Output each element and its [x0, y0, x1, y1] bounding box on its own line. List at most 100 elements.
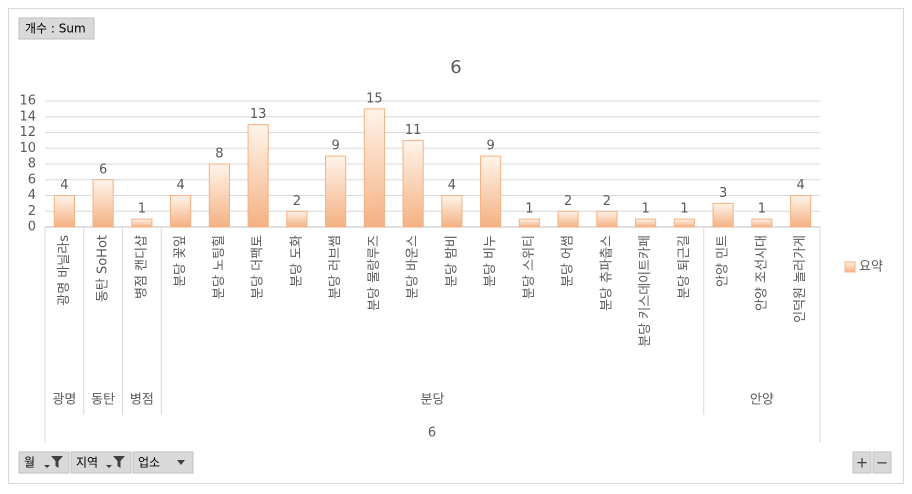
value-label: 2 — [293, 194, 301, 209]
bar — [92, 179, 114, 228]
bar — [596, 210, 618, 228]
y-tick-label: 0 — [28, 220, 36, 235]
y-tick-label: 6 — [28, 172, 36, 187]
group-label: 분당 — [421, 393, 445, 408]
button-label: 업소 — [138, 456, 160, 470]
button-label: 월 — [24, 456, 35, 470]
value-field-button[interactable]: 개수 : Sum — [18, 17, 95, 40]
button-bg — [872, 451, 892, 474]
axis-field-button[interactable]: 업소 — [132, 451, 194, 474]
group-label: 안양 — [750, 393, 774, 408]
y-tick-label: 14 — [19, 109, 36, 124]
y-tick-label: 8 — [28, 157, 36, 172]
value-label: 6 — [99, 162, 107, 177]
value-label: 1 — [680, 202, 688, 217]
button-bg — [132, 451, 194, 474]
x-tick-label: 안양 조선시대 — [754, 235, 769, 311]
value-label: 1 — [758, 202, 766, 217]
x-tick-label: 분당 꽃잎 — [173, 235, 188, 287]
bar — [635, 218, 657, 228]
value-label: 4 — [60, 178, 68, 193]
x-tick-label: 분당 더팩토 — [251, 235, 266, 299]
axis-field-button[interactable]: 월 — [18, 451, 70, 474]
bar — [53, 195, 75, 228]
x-tick-label: 분당 노팅힐 — [212, 235, 227, 299]
y-tick-label: 12 — [19, 125, 36, 140]
value-label: 2 — [603, 194, 611, 209]
value-label: 11 — [405, 123, 422, 138]
x-tick-label: 분당 키스데이트카페 — [638, 235, 653, 347]
x-tick-label: 분당 밤비 — [444, 235, 459, 287]
button-bg — [18, 17, 95, 40]
x-tick-label: 분당 퇴근길 — [677, 235, 692, 299]
value-label: 1 — [525, 202, 533, 217]
x-tick-label: 병점 캔디샵 — [134, 235, 149, 299]
y-tick-label: 4 — [28, 188, 36, 203]
button-bg — [852, 451, 872, 474]
bar — [790, 195, 812, 228]
x-tick-label: 분당 비누 — [483, 235, 498, 287]
value-label: 13 — [250, 107, 267, 122]
bar — [557, 210, 579, 228]
dropdown-icon — [177, 460, 185, 465]
x-tick-label: 분당 스위티 — [522, 235, 537, 299]
bar — [325, 155, 347, 228]
button-label: − — [876, 454, 889, 472]
y-tick-label: 10 — [19, 141, 36, 156]
bar — [518, 218, 540, 228]
chart-title: 6 — [450, 57, 461, 78]
x-tick-label: 분당 바운스 — [406, 235, 421, 299]
bar — [170, 195, 192, 228]
x-tick-label: 분당 러브썸 — [328, 235, 343, 299]
bar — [402, 139, 424, 228]
value-label: 3 — [719, 186, 727, 201]
bar — [247, 124, 269, 228]
value-label: 4 — [796, 178, 804, 193]
value-label: 15 — [366, 91, 383, 106]
value-label: 1 — [641, 202, 649, 217]
y-tick-label: 2 — [28, 204, 36, 219]
value-label: 9 — [331, 139, 339, 154]
value-label: 1 — [138, 202, 146, 217]
x-tick-label: 분당 도화 — [289, 235, 304, 287]
value-label: 2 — [564, 194, 572, 209]
x-tick-label: 분당 어썸 — [561, 235, 576, 287]
value-label: 4 — [176, 178, 184, 193]
x-tick-label: 분당 물랑루즈 — [367, 235, 382, 311]
filter-icon — [106, 456, 125, 468]
value-label: 8 — [215, 147, 223, 162]
bar — [480, 155, 502, 228]
group-label: 동탄 — [91, 393, 115, 408]
legend-swatch — [844, 261, 856, 273]
x-tick-label: 동탄 SoHot — [96, 235, 111, 302]
y-tick-label: 16 — [19, 94, 36, 109]
x-tick-label: 분당 츄파춥스 — [599, 235, 614, 311]
bar — [712, 202, 734, 228]
bar — [131, 218, 153, 228]
bar — [673, 218, 695, 228]
axis-field-button[interactable]: 지역 — [70, 451, 132, 474]
group-label: 병점 — [130, 393, 154, 408]
x-axis-title: 6 — [428, 426, 436, 441]
bar — [286, 210, 308, 228]
value-label: 9 — [486, 139, 494, 154]
chart-border — [8, 8, 904, 484]
legend-label: 요약 — [859, 260, 883, 275]
bar — [363, 108, 385, 228]
x-tick-label: 광명 바닐라s — [57, 235, 72, 306]
bar — [751, 218, 773, 228]
filter-icon — [44, 456, 63, 468]
x-tick-label: 안양 민트 — [716, 235, 731, 287]
group-label: 광명 — [52, 393, 76, 408]
zoom-button[interactable]: + — [852, 451, 872, 474]
button-label: 지역 — [76, 456, 98, 470]
zoom-button[interactable]: − — [872, 451, 892, 474]
value-label: 4 — [448, 178, 456, 193]
bar — [208, 163, 230, 228]
x-tick-label: 인덕원 놀러가게 — [793, 235, 808, 323]
button-label: 개수 : Sum — [25, 22, 86, 36]
bar — [441, 195, 463, 228]
